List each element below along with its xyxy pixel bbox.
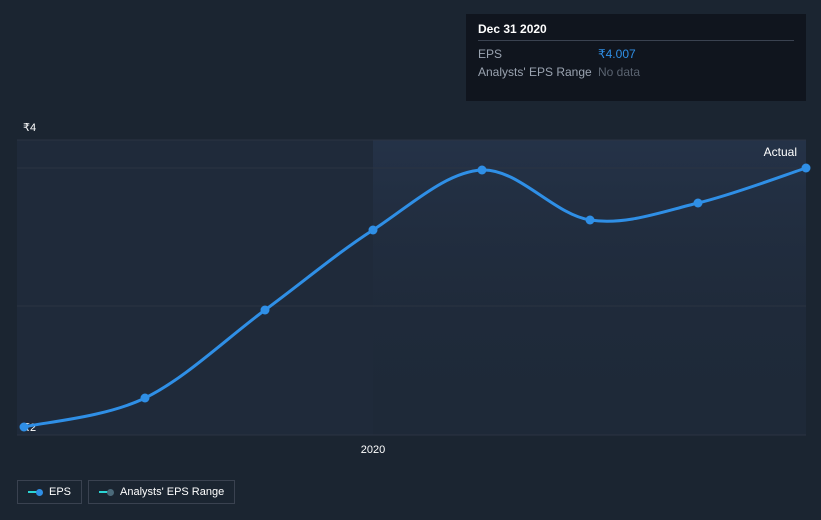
legend-label-range: Analysts' EPS Range	[120, 486, 224, 498]
legend: EPS Analysts' EPS Range	[17, 480, 235, 504]
tooltip-date: Dec 31 2020	[478, 22, 794, 41]
actual-label: Actual	[764, 145, 797, 159]
legend-dot-icon	[107, 489, 114, 496]
tooltip-row: EPS₹4.007	[478, 45, 794, 63]
tooltip-row-value: No data	[598, 65, 640, 79]
svg-text:₹4: ₹4	[23, 122, 36, 134]
tooltip-row-value: ₹4.007	[598, 47, 636, 61]
legend-swatch-eps	[28, 489, 43, 496]
chart-tooltip: Dec 31 2020 EPS₹4.007Analysts' EPS Range…	[466, 14, 806, 101]
legend-item-range[interactable]: Analysts' EPS Range	[88, 480, 235, 504]
legend-label-eps: EPS	[49, 486, 71, 498]
tooltip-row-label: EPS	[478, 47, 598, 61]
legend-item-eps[interactable]: EPS	[17, 480, 82, 504]
legend-swatch-range	[99, 489, 114, 496]
tooltip-row: Analysts' EPS RangeNo data	[478, 63, 794, 81]
svg-text:2020: 2020	[361, 444, 385, 456]
legend-dot-icon	[36, 489, 43, 496]
tooltip-row-label: Analysts' EPS Range	[478, 65, 598, 79]
tooltip-rows: EPS₹4.007Analysts' EPS RangeNo data	[478, 45, 794, 81]
